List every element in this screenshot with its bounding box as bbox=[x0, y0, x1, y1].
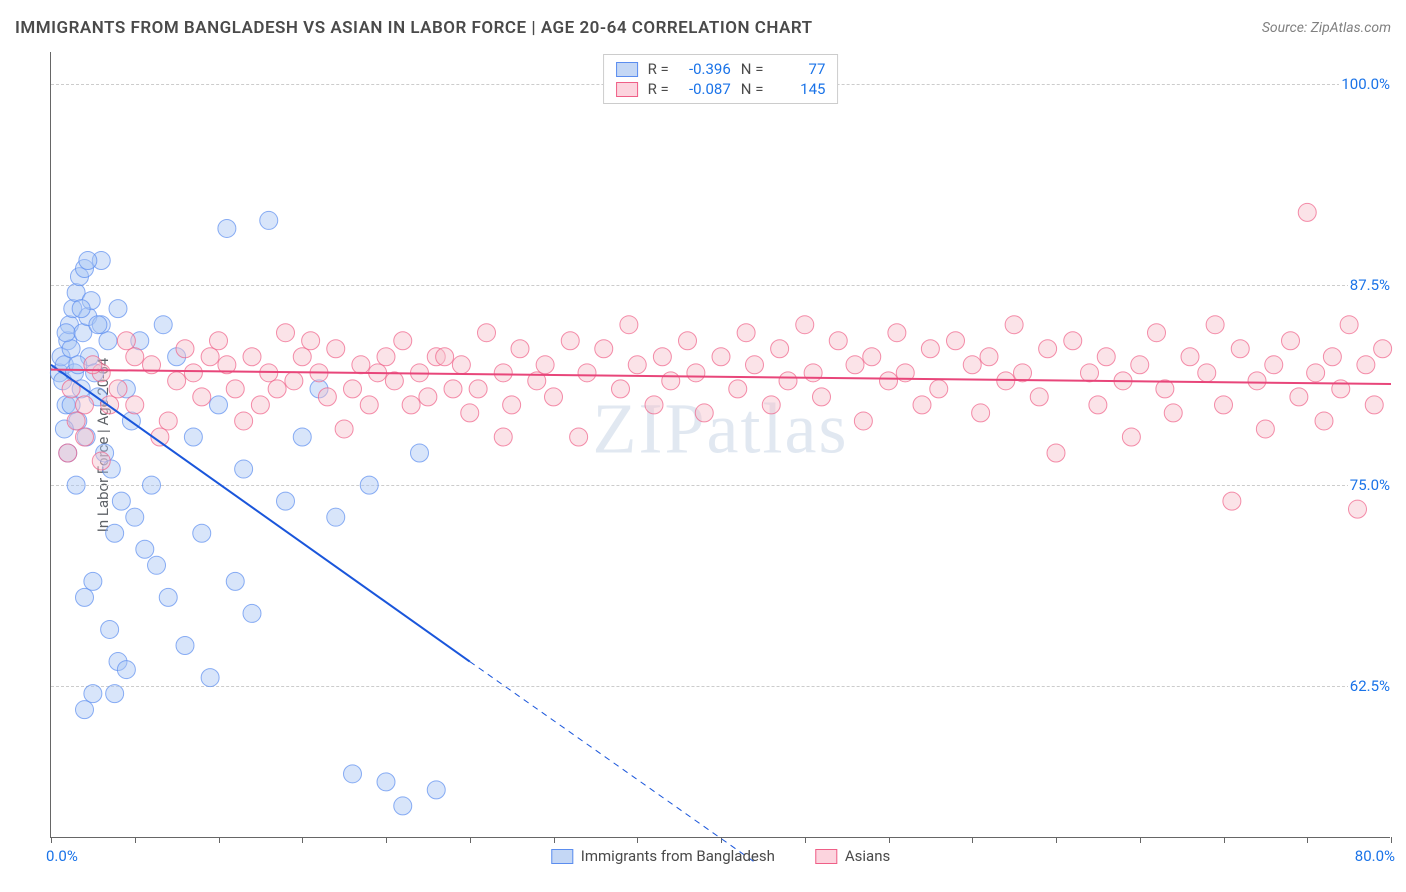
chart-title: IMMIGRANTS FROM BANGLADESH VS ASIAN IN L… bbox=[15, 18, 813, 38]
x-axis-min-label: 0.0% bbox=[46, 847, 78, 865]
bottom-legend: Immigrants from Bangladesh Asians bbox=[551, 847, 890, 865]
r-value-series2: -0.087 bbox=[679, 80, 731, 98]
swatch-series2 bbox=[616, 82, 638, 97]
r-value-series1: -0.396 bbox=[679, 60, 731, 78]
n-label: N = bbox=[741, 60, 764, 78]
stats-row-series1: R = -0.396 N = 77 bbox=[604, 59, 838, 79]
swatch-series1 bbox=[616, 62, 638, 77]
legend-swatch-series1 bbox=[551, 849, 573, 864]
legend-label-series2: Asians bbox=[845, 847, 890, 865]
chart-header: IMMIGRANTS FROM BANGLADESH VS ASIAN IN L… bbox=[15, 18, 1391, 38]
r-label: R = bbox=[648, 60, 669, 78]
chart-plot-area: In Labor Force | Age 20-64 ZIPatlas 62.5… bbox=[50, 52, 1390, 838]
n-label: N = bbox=[741, 80, 764, 98]
r-label: R = bbox=[648, 80, 669, 98]
legend-swatch-series2 bbox=[815, 849, 837, 864]
n-value-series2: 145 bbox=[773, 80, 825, 98]
n-value-series1: 77 bbox=[773, 60, 825, 78]
x-axis-max-label: 80.0% bbox=[1355, 847, 1395, 865]
stats-row-series2: R = -0.087 N = 145 bbox=[604, 79, 838, 99]
source-attribution: Source: ZipAtlas.com bbox=[1262, 20, 1391, 36]
legend-label-series1: Immigrants from Bangladesh bbox=[581, 847, 775, 865]
legend-item-series1: Immigrants from Bangladesh bbox=[551, 847, 775, 865]
legend-item-series2: Asians bbox=[815, 847, 890, 865]
scatter-plot-svg bbox=[51, 52, 1390, 837]
stats-legend-box: R = -0.396 N = 77 R = -0.087 N = 145 bbox=[603, 54, 839, 104]
